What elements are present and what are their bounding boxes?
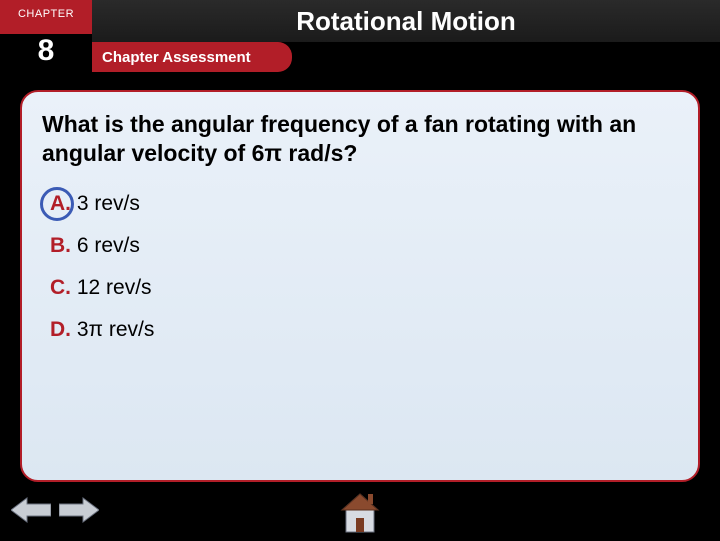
answer-text: 3π rev/s xyxy=(71,318,154,341)
title-bar: Rotational Motion xyxy=(92,0,720,42)
slide: CHAPTER 8 Rotational Motion Chapter Asse… xyxy=(0,0,720,540)
home-icon xyxy=(340,492,380,536)
page-title: Rotational Motion xyxy=(296,6,516,37)
arrow-right-icon xyxy=(59,496,99,524)
answer-letter: D. xyxy=(50,318,71,341)
answer-letter: C. xyxy=(50,276,71,299)
arrow-left-icon xyxy=(11,496,51,524)
prev-button[interactable] xyxy=(10,494,52,526)
header: CHAPTER 8 Rotational Motion Chapter Asse… xyxy=(0,0,720,70)
next-button[interactable] xyxy=(58,494,100,526)
answer-text: 3 rev/s xyxy=(71,192,140,215)
answer-option-c[interactable]: C. 12 rev/s xyxy=(42,276,678,300)
answer-option-b[interactable]: B. 6 rev/s xyxy=(42,234,678,258)
question-text: What is the angular frequency of a fan r… xyxy=(42,110,678,168)
answer-letter: B. xyxy=(50,234,71,257)
nav-left-group xyxy=(10,494,100,526)
content-panel: What is the angular frequency of a fan r… xyxy=(20,90,700,482)
correct-circle-icon xyxy=(40,187,74,221)
home-button[interactable] xyxy=(340,492,380,536)
answer-text: 12 rev/s xyxy=(71,276,152,299)
chapter-number: 8 xyxy=(0,34,92,70)
chapter-box: CHAPTER 8 xyxy=(0,0,92,70)
answer-text: 6 rev/s xyxy=(71,234,140,257)
chapter-label: CHAPTER xyxy=(18,8,74,20)
answer-option-d[interactable]: D. 3π rev/s xyxy=(42,318,678,342)
answer-option-a[interactable]: A. 3 rev/s xyxy=(42,192,678,216)
section-label: Chapter Assessment xyxy=(102,49,251,66)
section-tab: Chapter Assessment xyxy=(92,42,292,72)
